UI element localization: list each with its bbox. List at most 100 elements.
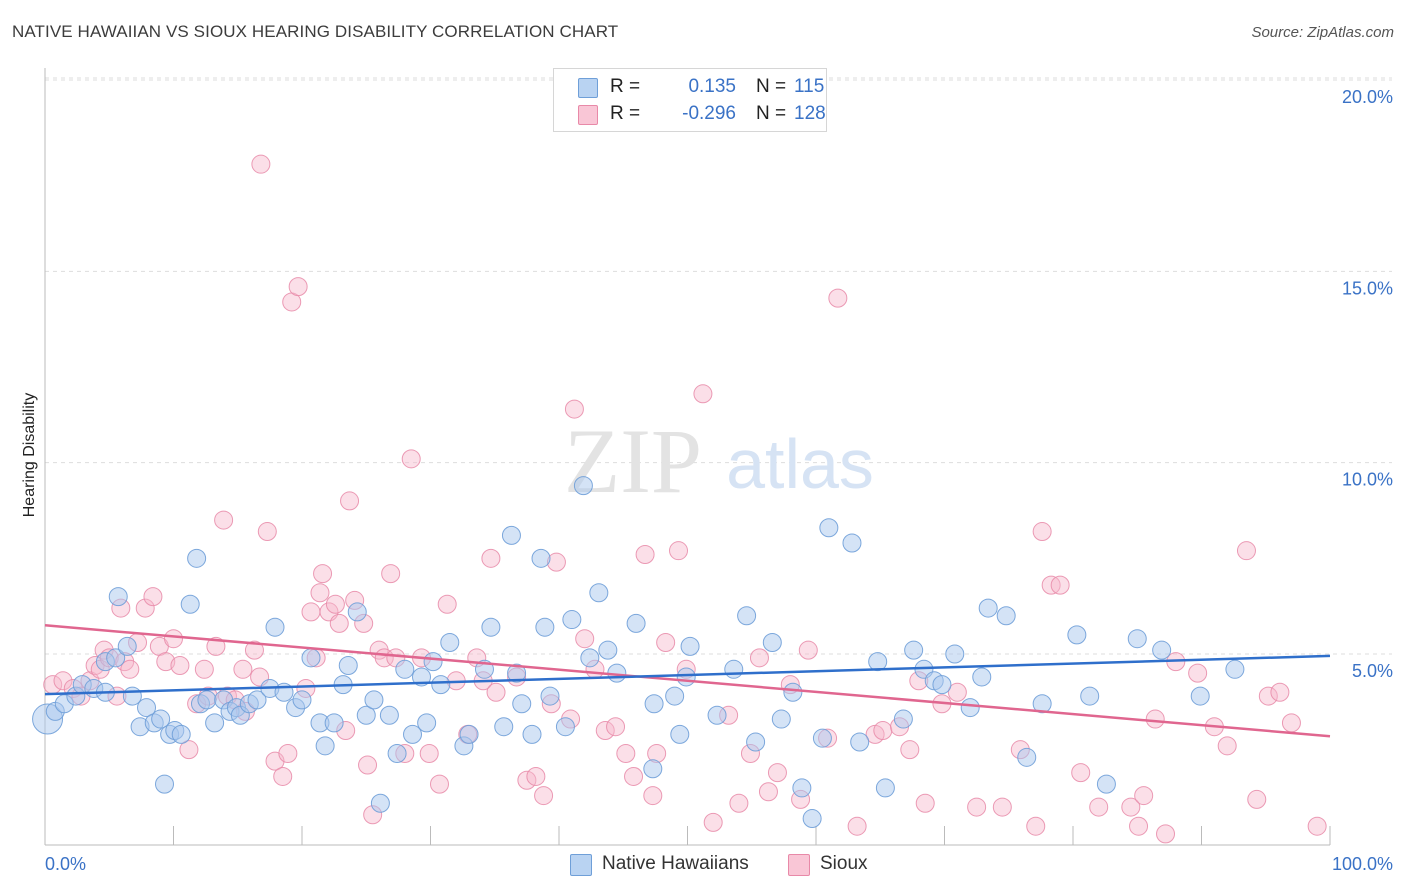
native-hawaiians-point — [187, 548, 207, 568]
x-tick-labels: 0.0% 100.0% — [45, 854, 1393, 874]
native-hawaiians-point — [459, 724, 479, 744]
sioux-point — [329, 613, 349, 633]
native-hawaiians-point — [1096, 774, 1116, 794]
trend-lines — [44, 624, 1331, 738]
legend-label: Sioux — [820, 853, 868, 874]
sioux-point — [1032, 522, 1052, 542]
sioux-point — [729, 793, 749, 813]
native-hawaiians-point — [423, 652, 443, 672]
native-hawaiians-point — [960, 698, 980, 718]
grid-lines — [45, 77, 1392, 655]
native-hawaiians-point — [792, 778, 812, 798]
sioux-point — [358, 755, 378, 775]
native-hawaiians-point — [403, 724, 423, 744]
sioux-point — [606, 717, 626, 737]
native-hawaiians-point — [1017, 747, 1037, 767]
native-hawaiians-point — [573, 476, 593, 496]
sioux-point — [437, 594, 457, 614]
native-hawaiians-point — [771, 709, 791, 729]
blue-swatch — [578, 78, 598, 98]
sioux-point — [564, 399, 584, 419]
sioux-point — [206, 636, 226, 656]
watermark: ZIP atlas — [564, 410, 874, 512]
sioux-point — [656, 633, 676, 653]
native-hawaiians-point — [670, 724, 690, 744]
native-hawaiians-point — [265, 617, 285, 637]
sioux-point — [758, 782, 778, 802]
native-hawaiians-point — [151, 709, 171, 729]
native-hawaiians-point — [676, 667, 696, 687]
native-hawaiians-point — [370, 793, 390, 813]
native-hawaiians-point — [197, 690, 217, 710]
x-tick-label: 100.0% — [1332, 854, 1393, 874]
sioux-point — [301, 602, 321, 622]
native-hawaiians-point — [762, 633, 782, 653]
sioux-point — [214, 510, 234, 530]
y-tick-label: 10.0% — [1342, 470, 1393, 490]
native-hawaiians-point — [555, 717, 575, 737]
native-hawaiians-point — [1080, 686, 1100, 706]
sioux-point — [1026, 816, 1046, 836]
sioux-point — [693, 384, 713, 404]
native-hawaiians-point — [522, 724, 542, 744]
sioux-point — [401, 449, 421, 469]
native-hawaiians-point — [802, 809, 822, 829]
legend-label: Native Hawaiians — [602, 853, 749, 874]
y-tick-label: 20.0% — [1342, 87, 1393, 107]
sioux-point — [992, 797, 1012, 817]
native-hawaiians-point — [626, 613, 646, 633]
sioux-point — [847, 816, 867, 836]
native-hawaiians-point — [893, 709, 913, 729]
sioux-point — [244, 640, 264, 660]
native-hawaiians-point — [247, 690, 267, 710]
sioux-point — [526, 766, 546, 786]
source-label: Source: ZipAtlas.com — [1251, 24, 1394, 41]
y-axis-label: Hearing Disability — [21, 393, 38, 518]
y-tick-label: 5.0% — [1352, 661, 1393, 681]
native-hawaiians-point — [819, 518, 839, 538]
sioux-point — [251, 154, 271, 174]
sioux-point — [381, 564, 401, 584]
native-hawaiians-point — [481, 617, 501, 637]
sioux-point — [278, 743, 298, 763]
chart-title: NATIVE HAWAIIAN VS SIOUX HEARING DISABIL… — [12, 22, 619, 41]
sioux-point — [595, 721, 615, 741]
sioux-point — [703, 812, 723, 832]
sioux-point — [1258, 686, 1278, 706]
sioux-point — [828, 288, 848, 308]
native-hawaiians-point — [707, 705, 727, 725]
sioux-point — [1156, 824, 1176, 844]
sioux-point — [1121, 797, 1141, 817]
native-hawaiians-point — [507, 663, 527, 683]
sioux-point — [313, 564, 333, 584]
sioux-point — [310, 583, 330, 603]
sioux-point — [273, 766, 293, 786]
native-hawaiians-point — [868, 652, 888, 672]
native-hawaiians-point — [746, 732, 766, 752]
sioux-point — [1217, 736, 1237, 756]
native-hawaiians-point — [347, 602, 367, 622]
native-hawaiians-point — [171, 724, 191, 744]
native-hawaiians-point — [137, 698, 157, 718]
sioux-trend-line — [44, 624, 1331, 738]
native-hawaiians-point — [783, 682, 803, 702]
native-hawaiians-point — [108, 587, 128, 607]
native-hawaiians-point — [494, 717, 514, 737]
sioux-point — [120, 659, 140, 679]
n-value: 115 — [794, 76, 825, 97]
sioux-point — [233, 659, 253, 679]
native-hawaiians-point — [292, 690, 312, 710]
native-hawaiians-point — [535, 617, 555, 637]
native-hawaiians-point — [972, 667, 992, 687]
sioux-point — [419, 743, 439, 763]
sioux-point — [288, 277, 308, 297]
r-label: R = — [610, 103, 641, 124]
native-hawaiians-point — [440, 633, 460, 653]
native-hawaiians-point — [180, 594, 200, 614]
sioux-point — [143, 587, 163, 607]
native-hawaiians-point — [1190, 686, 1210, 706]
native-hawaiians-point — [531, 548, 551, 568]
sioux-point — [635, 545, 655, 565]
sioux-point — [325, 594, 345, 614]
